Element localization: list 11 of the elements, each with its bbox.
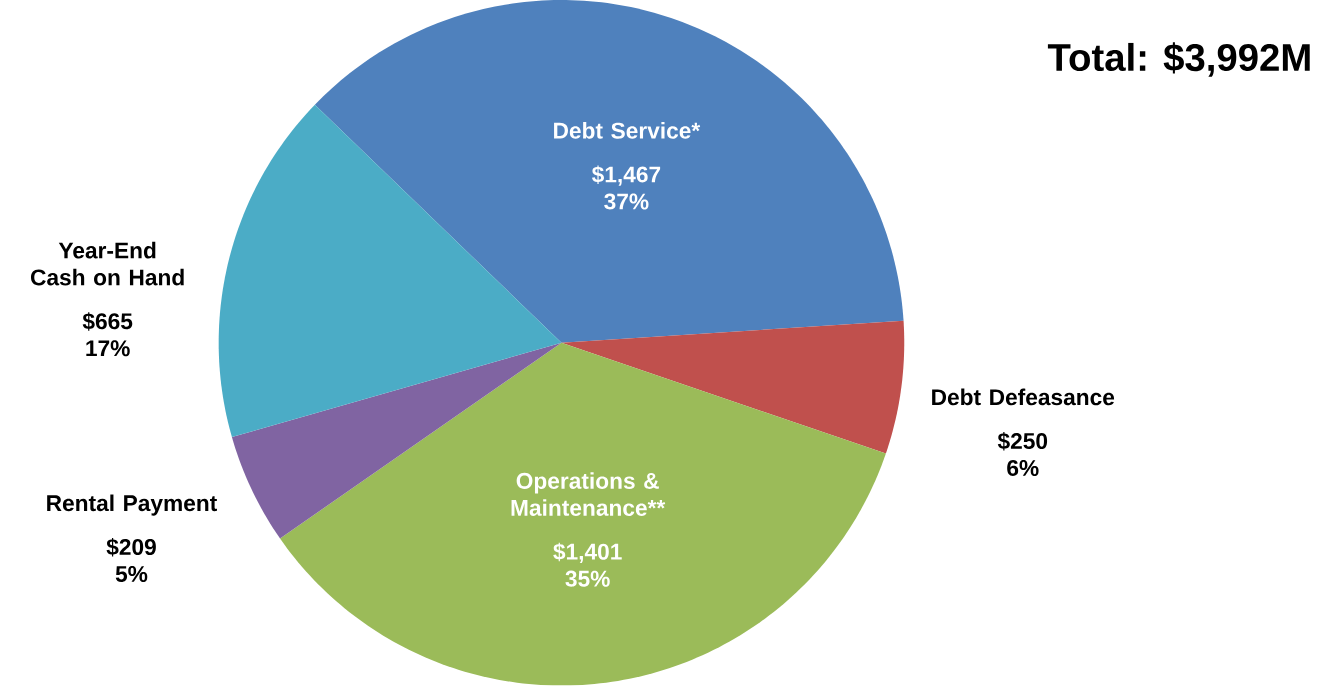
slice-label: Operations & Maintenance**: [511, 472, 666, 517]
slice-label: Debt Defeasance: [932, 388, 1115, 406]
slice-label: Rental Payment: [47, 494, 217, 516]
data-label: $250 6%: [997, 432, 1048, 477]
data-label: $1,467 37%: [591, 165, 661, 210]
data-label: $209 5%: [106, 538, 156, 583]
slice-label: Year-End Cash on Hand: [30, 242, 184, 286]
slice-label: Debt Service*: [554, 122, 701, 139]
data-label: $1,401 35%: [553, 542, 622, 587]
data-label: $665 17%: [82, 312, 133, 357]
text: Total: $3,992M: [1047, 42, 1310, 77]
